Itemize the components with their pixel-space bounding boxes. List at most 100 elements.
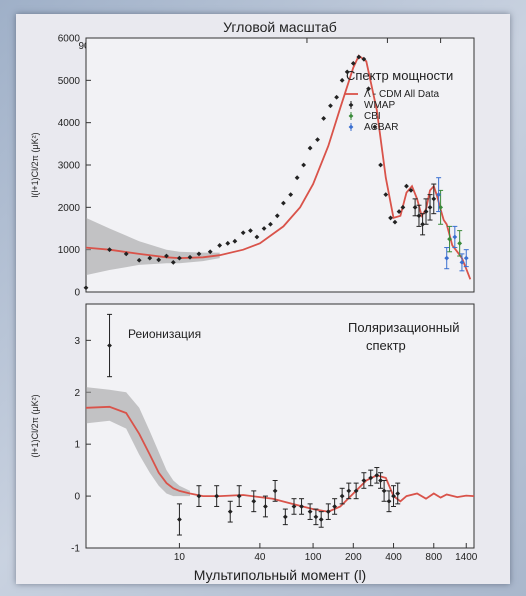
te-x-tick-label: 800 (425, 552, 442, 563)
te-data-point-te (299, 504, 304, 509)
tt-y-tick-label: 1000 (58, 245, 81, 256)
te-data-point-te (386, 498, 392, 504)
tt-y-tick-label: 5000 (58, 76, 81, 87)
tt-data-point-wmap (288, 192, 294, 198)
tt-data-point-wmap (383, 192, 389, 198)
te-data-point-te (332, 504, 338, 509)
te-data-point-te (177, 517, 182, 522)
tt-data-point-wmap (240, 230, 246, 236)
te-x-tick-label: 200 (345, 552, 362, 563)
bottom-axis-title: Мультипольный момент (l) (194, 567, 366, 583)
te-y-tick-label: 1 (74, 440, 80, 451)
tt-data-point-wmap (187, 254, 193, 260)
tt-data-point-wmap (217, 243, 223, 248)
te-x-tick-label: 400 (385, 552, 402, 563)
tt-data-point-wmap (344, 69, 350, 75)
legend-entry-label: ACBAR (364, 122, 398, 133)
tt-data-point-acbar (452, 234, 458, 240)
tt-data-point-wmap (281, 200, 286, 206)
te-data-point-te (291, 504, 297, 509)
tt-data-point-wmap (315, 137, 320, 142)
tt-model-curve (85, 54, 472, 280)
tt-y-tick-label: 2000 (58, 203, 81, 214)
te-data-point-te (361, 478, 367, 483)
tt-data-point-wmap (350, 61, 356, 66)
tt-data-point-wmap (372, 124, 378, 130)
te-data-point-te (236, 493, 242, 499)
te-panel-title-line1: Поляризационный (348, 320, 460, 335)
tt-data-point-wmap (294, 175, 300, 181)
te-data-point-te (272, 488, 278, 494)
te-data-point-te (353, 488, 359, 494)
tt-panel-title: Спектр мощности (346, 68, 453, 83)
te-y-tick-label: 3 (74, 336, 80, 347)
te-y-tick-label: -1 (71, 544, 80, 555)
tt-data-point-cbi (447, 236, 452, 242)
te-y-tick-label: 0 (74, 492, 80, 503)
te-panel-title-line2: спектр (366, 338, 406, 353)
te-data-point-te (346, 488, 352, 494)
tt-data-point-wmap (431, 196, 437, 202)
figure-paper: Угловой масштаб90°2°0.5°0.2° 01000200030… (16, 14, 510, 584)
tt-y-tick-label: 0 (74, 288, 80, 299)
tt-data-point-wmap (156, 257, 162, 263)
te-data-point-te (107, 343, 112, 348)
te-data-point-te (374, 472, 380, 478)
te-data-point-te (307, 509, 313, 515)
legend-marker (348, 124, 354, 130)
tt-data-point-wmap (261, 226, 267, 231)
tt-data-point-wmap (83, 285, 89, 291)
tt-data-point-cbi (457, 240, 463, 246)
tt-data-point-wmap (164, 253, 169, 259)
tt-data-point-wmap (328, 103, 333, 109)
tt-data-point-wmap (301, 162, 307, 168)
te-data-point-te (282, 514, 288, 520)
tt-data-point-wmap (177, 255, 182, 261)
tt-data-point-wmap (123, 251, 129, 257)
tt-data-point-wmap (307, 145, 313, 151)
tt-data-point-wmap (408, 188, 414, 193)
cmb-power-spectrum-figure: Угловой масштаб90°2°0.5°0.2° 01000200030… (30, 19, 478, 583)
te-data-point-te (325, 509, 331, 515)
tt-data-point-wmap (207, 249, 213, 255)
tt-data-point-wmap (392, 219, 398, 225)
te-x-tick-label: 100 (305, 552, 322, 563)
tt-y-axis-label: l(l+1)Cl/2π (μK²) (30, 132, 40, 197)
top-axis-title: Угловой масштаб (223, 19, 337, 35)
te-model-curve (85, 405, 475, 513)
legend-marker (348, 113, 354, 119)
tt-data-point-cbi (438, 204, 444, 210)
te-data-point-te (251, 498, 257, 504)
te-data-point-te (214, 493, 220, 499)
tt-data-point-wmap (107, 247, 112, 253)
legend-entry-label: CBI (364, 111, 381, 122)
te-data-point-te (395, 491, 401, 496)
tt-data-point-wmap (396, 209, 402, 214)
te-data-point-te (339, 493, 345, 499)
te-cosmic-variance-band (86, 387, 190, 497)
te-data-point-te (368, 475, 374, 481)
te-data-point-te (391, 493, 396, 499)
te-data-point-te (378, 478, 383, 483)
tt-data-point-wmap (334, 94, 340, 100)
tt-data-point-acbar (436, 192, 442, 198)
tt-data-point-wmap (423, 209, 429, 214)
tt-data-point-wmap (274, 213, 280, 219)
tt-data-point-wmap (356, 54, 362, 60)
te-y-tick-label: 2 (74, 388, 80, 399)
legend-marker (348, 102, 354, 108)
te-data-point-te (318, 517, 324, 522)
te-x-tick-label: 10 (174, 552, 186, 563)
tt-data-point-wmap (388, 215, 393, 221)
reionization-annotation: Реионизация (128, 327, 201, 341)
tt-data-point-wmap (420, 221, 426, 227)
tt-data-point-wmap (225, 240, 231, 246)
te-data-point-te (227, 509, 233, 515)
te-x-tick-label: 1400 (455, 552, 478, 563)
legend-entry-label: WMAP (364, 100, 395, 111)
te-data-point-te (381, 488, 387, 494)
tt-data-point-wmap (321, 116, 327, 121)
tt-y-tick-label: 4000 (58, 118, 81, 129)
te-data-point-te (196, 493, 202, 499)
